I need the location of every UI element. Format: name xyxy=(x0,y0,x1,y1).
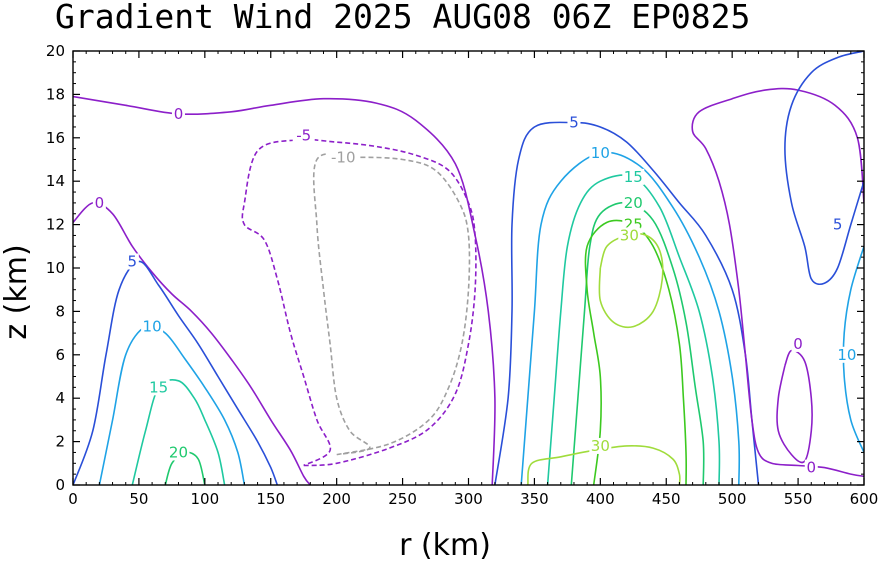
contour-label: 5 xyxy=(128,252,138,270)
y-tick-label: 18 xyxy=(46,85,65,103)
contour-label: -10 xyxy=(331,148,356,166)
x-tick-label: 300 xyxy=(454,490,483,508)
contour-label: 20 xyxy=(624,194,643,212)
contour-label-bg xyxy=(791,335,805,352)
contour-label-bg xyxy=(831,216,845,233)
contour-label-bg xyxy=(92,194,106,211)
contour-line-10 xyxy=(98,324,246,485)
x-tick-label: 0 xyxy=(68,490,78,508)
contour-label-bg xyxy=(804,459,818,476)
contour-label-bg xyxy=(292,127,315,144)
contour-line--5 xyxy=(241,138,477,467)
contour-label: 5 xyxy=(569,114,579,132)
contour-label: 10 xyxy=(837,346,856,364)
x-tick-label: 400 xyxy=(586,490,615,508)
contour-line-5 xyxy=(784,51,864,286)
contour-line-15 xyxy=(131,379,226,485)
contour-label-bg xyxy=(589,437,612,454)
x-axis-label: r (km) xyxy=(399,528,491,561)
contour-label: 10 xyxy=(591,144,610,162)
contour-label-bg xyxy=(141,318,164,335)
y-tick-label: 6 xyxy=(55,346,65,364)
contour-label: 0 xyxy=(95,194,105,212)
contour-line-5 xyxy=(73,260,279,485)
contour-line-0 xyxy=(73,201,311,485)
contour-line-0 xyxy=(691,87,864,478)
y-tick-label: 0 xyxy=(55,476,65,494)
y-tick-label: 12 xyxy=(46,216,65,234)
contour-line-25 xyxy=(584,219,688,485)
contour-label-bg xyxy=(327,149,359,166)
contour-lines xyxy=(73,51,864,485)
contour-line--10 xyxy=(312,153,471,456)
contour-label-bg xyxy=(622,168,645,185)
contour-line-30 xyxy=(527,445,681,485)
y-tick-label: 14 xyxy=(46,172,65,190)
contour-line-5 xyxy=(494,121,760,485)
contour-label-bg xyxy=(147,379,170,396)
contour-label: 30 xyxy=(620,226,639,244)
x-tick-label: 250 xyxy=(388,490,417,508)
x-tick-label: 500 xyxy=(718,490,747,508)
contour-label: 15 xyxy=(149,378,168,396)
contour-label-bg xyxy=(589,144,612,161)
contour-label: 5 xyxy=(833,216,843,234)
y-tick-label: 2 xyxy=(55,433,65,451)
contour-label: 0 xyxy=(793,335,803,353)
contour-line-0 xyxy=(776,349,813,464)
contour-label-bg xyxy=(835,346,858,363)
y-tick-label: 4 xyxy=(55,389,65,407)
x-tick-label: 200 xyxy=(322,490,351,508)
y-tick-label: 16 xyxy=(46,129,65,147)
contour-line-0 xyxy=(73,95,496,485)
y-tick-label: 10 xyxy=(46,259,65,277)
contour-label: -5 xyxy=(296,127,311,145)
contour-label: 10 xyxy=(143,318,162,336)
contour-line-10 xyxy=(520,151,741,485)
y-axis-label: z (km) xyxy=(0,244,34,339)
y-tick-label: 20 xyxy=(46,42,65,60)
contour-label-bg xyxy=(618,227,641,244)
contour-label-bg xyxy=(567,114,581,131)
contour-label-bg xyxy=(171,105,185,122)
contour-label-bg xyxy=(167,444,190,461)
x-tick-label: 450 xyxy=(652,490,681,508)
x-tick-label: 350 xyxy=(520,490,549,508)
y-tick-label: 8 xyxy=(55,302,65,320)
contour-label: 20 xyxy=(169,443,188,461)
x-tick-label: 50 xyxy=(129,490,148,508)
chart-title: Gradient Wind 2025 AUG08 06Z EP0825 xyxy=(55,0,750,36)
x-tick-label: 600 xyxy=(850,490,879,508)
x-tick-label: 550 xyxy=(784,490,813,508)
contour-label: 0 xyxy=(806,459,816,477)
contour-label-bg xyxy=(622,194,645,211)
contour-label-bg xyxy=(125,253,139,270)
plot-frame xyxy=(72,50,865,486)
x-tick-label: 150 xyxy=(256,490,285,508)
contour-label: 30 xyxy=(591,437,610,455)
x-tick-label: 100 xyxy=(191,490,220,508)
contour-label: 15 xyxy=(624,168,643,186)
contour-label: 0 xyxy=(174,105,184,123)
